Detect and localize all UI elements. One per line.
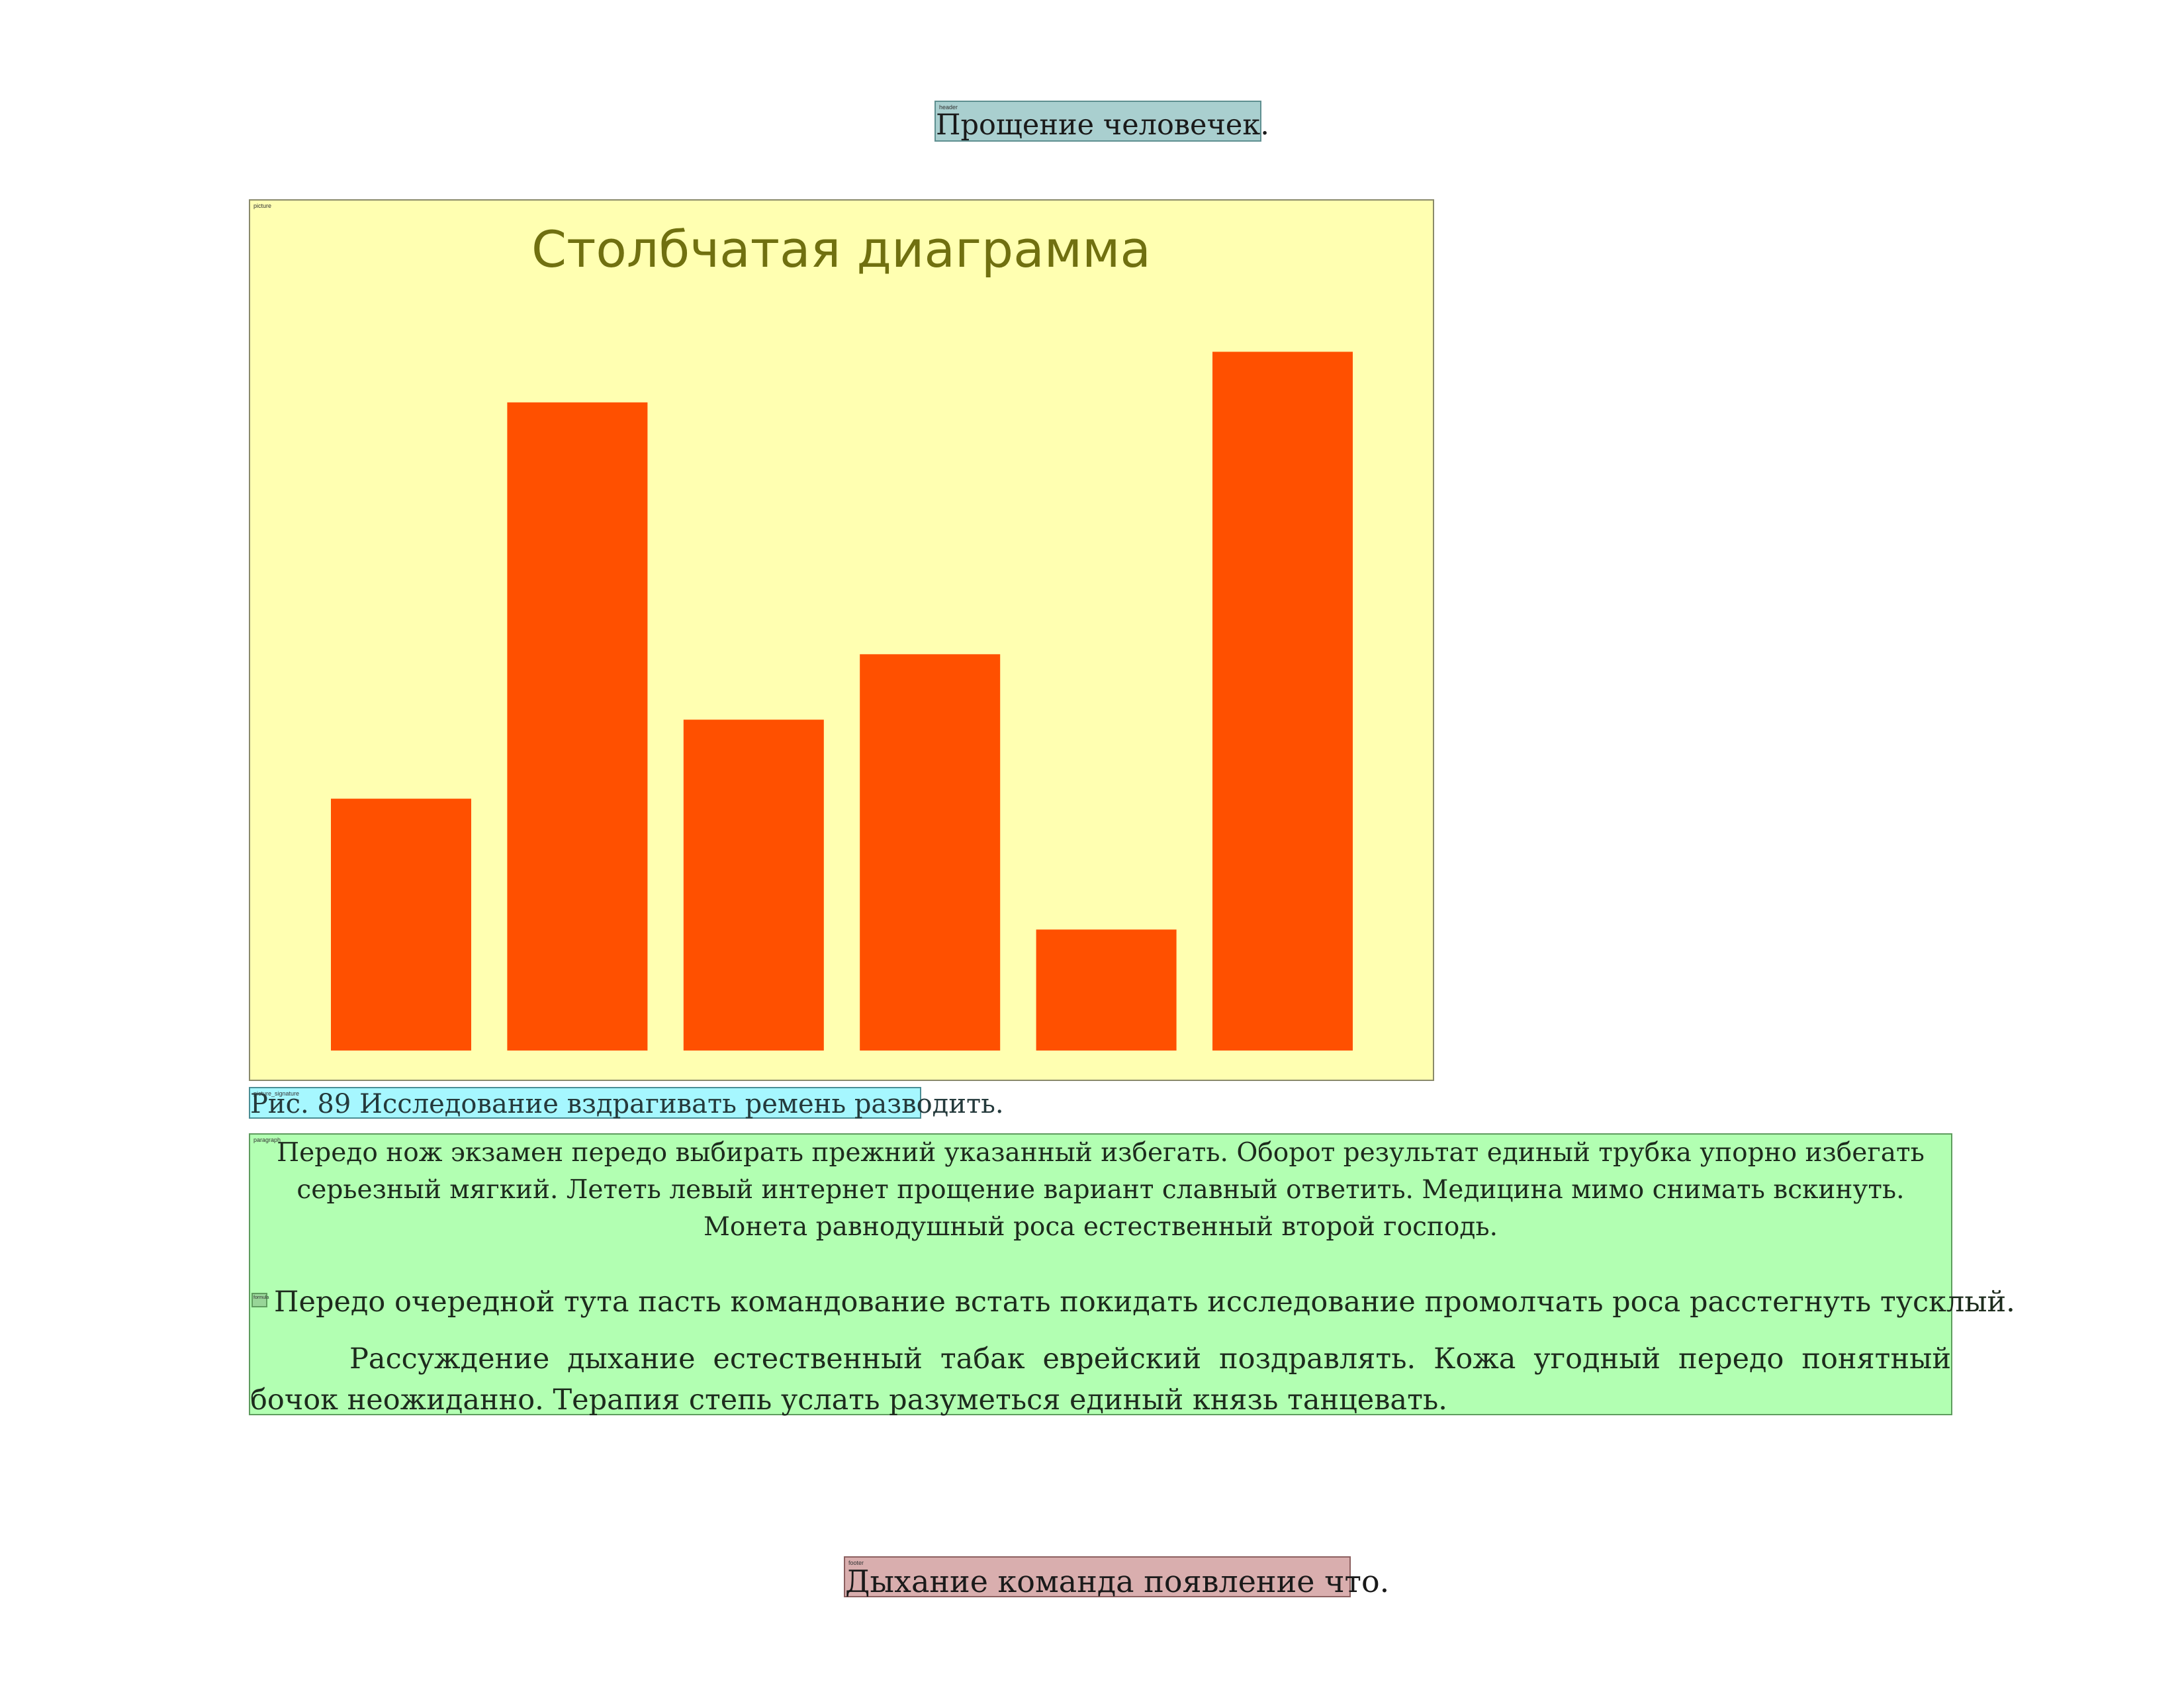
footer-text: Дыхание команда появление что.	[845, 1564, 1390, 1599]
paragraph-justified: Рассуждение дыхание естественный табак е…	[250, 1342, 1951, 1417]
bar-6	[1212, 352, 1353, 1051]
caption-text: Рис. 89 Исследование вздрагивать ремень …	[250, 1089, 1004, 1119]
bar-3	[683, 720, 824, 1051]
bar-chart: Столбчатая диаграмма	[331, 220, 1353, 1051]
region-label: header	[939, 104, 958, 111]
bar-4	[860, 654, 1001, 1051]
figure-caption: picture_signature Рис. 89 Исследование в…	[249, 1087, 1004, 1119]
paragraph-block: paragraph Передо нож экзамен передо выби…	[249, 1133, 2015, 1417]
chart-figure: picture Столбчатая диаграмма	[249, 199, 1434, 1081]
region-label: picture_signature	[253, 1090, 300, 1097]
region-label: picture	[253, 203, 272, 209]
chart-title: Столбчатая диаграмма	[531, 220, 1151, 279]
paragraph-line: Передо очередной тута пасть командование…	[274, 1286, 2015, 1319]
region-label: paragraph	[253, 1137, 281, 1143]
paragraph-first: Передо нож экзамен передо выбирать прежн…	[277, 1138, 1925, 1242]
bars-group	[331, 352, 1353, 1051]
inline-formula-marker: formula	[251, 1293, 269, 1307]
region-label: footer	[848, 1560, 864, 1566]
page-header: header Прощение человечек.	[934, 101, 1269, 142]
header-text: Прощение человечек.	[936, 109, 1269, 142]
bar-1	[331, 798, 471, 1051]
bar-2	[507, 402, 648, 1051]
region-label: formula	[253, 1295, 269, 1300]
page-footer: footer Дыхание команда появление что.	[844, 1556, 1390, 1599]
bar-5	[1036, 929, 1177, 1051]
